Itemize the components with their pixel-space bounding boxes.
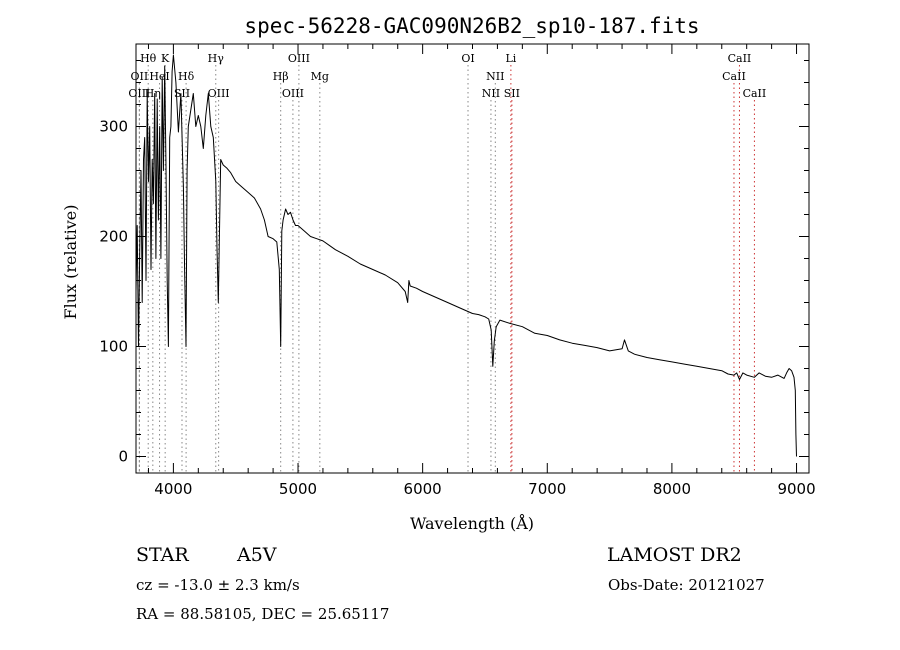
object-class: STAR: [136, 544, 189, 566]
plot-frame: [135, 43, 810, 474]
line-label-9: Hδ: [178, 70, 195, 83]
x-tick-label: 8000: [653, 480, 691, 498]
line-label-13: CaII: [722, 70, 746, 83]
line-label-4: OI: [461, 52, 474, 65]
x-tick-label: 6000: [404, 480, 442, 498]
y-tick-label: 300: [99, 118, 128, 136]
line-label-8: HeI: [149, 70, 169, 83]
spectral-line-markers: [138, 65, 755, 473]
line-label-21: CaII: [743, 87, 767, 100]
spectrum-line-0: [135, 54, 797, 457]
y-tick-label: 100: [99, 338, 128, 356]
y-tick-label: 0: [118, 448, 128, 466]
observation-date: Obs-Date: 20121027: [608, 576, 765, 594]
line-label-7: OII: [131, 70, 149, 83]
line-label-11: Mg: [311, 70, 329, 83]
x-tick-label: 7000: [528, 480, 566, 498]
line-label-18: OIII: [282, 87, 304, 100]
line-label-14: OIII: [128, 87, 150, 100]
line-label-6: CaII: [728, 52, 752, 65]
object-subclass: A5V: [236, 544, 277, 566]
redshift-cz: cz = -13.0 ± 2.3 km/s: [136, 576, 300, 594]
axis-ticks: [136, 44, 809, 473]
x-tick-label: 4000: [154, 480, 192, 498]
spectral-line-labels: Hθ K Hγ OIII OI Li CaII OII HeI Hδ Hβ Mg NII CaII OIII…: [128, 52, 766, 100]
line-label-2: Hγ: [208, 52, 225, 65]
survey-name: LAMOST DR2: [607, 544, 742, 566]
line-label-3: OIII: [288, 52, 310, 65]
line-label-0: Hθ: [140, 52, 157, 65]
line-label-10: Hβ: [273, 70, 289, 83]
coordinates: RA = 88.58105, DEC = 25.65117: [136, 605, 389, 623]
line-label-5: Li: [505, 52, 516, 65]
x-tick-label: 5000: [279, 480, 317, 498]
line-label-12: NII: [486, 70, 504, 83]
y-axis-label: Flux (relative): [61, 205, 80, 320]
line-label-20: SII: [504, 87, 520, 100]
x-axis-label: Wavelength (Å): [410, 513, 534, 533]
y-tick-label: 200: [99, 228, 128, 246]
line-label-1: K: [161, 52, 170, 65]
spectrum-plot: [135, 54, 797, 457]
line-label-19: NII: [482, 87, 500, 100]
axis-tick-labels: 4000 5000 6000 7000 8000 9000 0 100 200 300: [99, 118, 815, 499]
line-label-16: SII: [174, 87, 190, 100]
line-label-17: OIII: [208, 87, 230, 100]
line-label-15: Hη: [145, 87, 161, 100]
chart-title: spec-56228-GAC090N26B2_sp10-187.fits: [244, 14, 699, 38]
x-tick-label: 9000: [777, 480, 815, 498]
